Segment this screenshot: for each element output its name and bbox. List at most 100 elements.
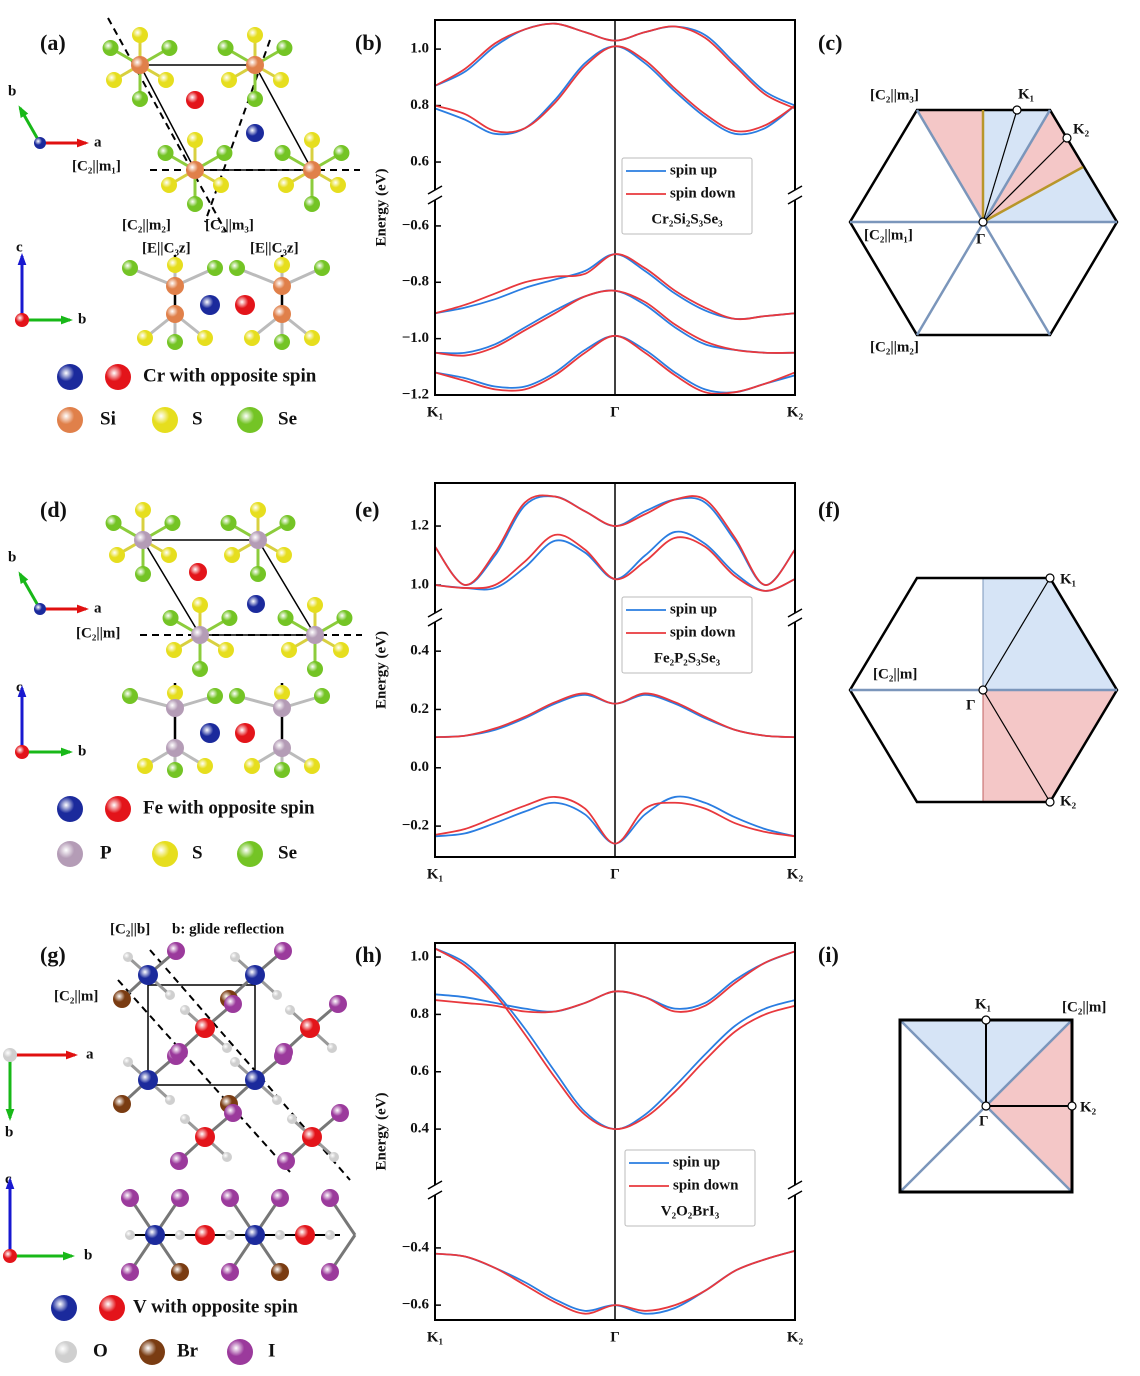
bz-label: K₂ <box>1073 121 1090 137</box>
atom <box>221 1189 239 1207</box>
symmetry-label: [C₂||m₃] <box>205 217 254 233</box>
atom <box>304 330 320 346</box>
panel-label: (e) <box>355 497 379 522</box>
atom <box>304 132 320 148</box>
atom <box>235 295 255 315</box>
atom <box>166 277 184 295</box>
atom <box>189 563 207 581</box>
atom <box>276 40 293 56</box>
atom <box>273 699 291 717</box>
axis-arrowhead <box>60 747 73 757</box>
atom <box>273 277 291 295</box>
atom <box>216 145 233 161</box>
atom <box>152 841 178 867</box>
bz-label: Γ <box>979 1113 989 1129</box>
bz-label: [C₂||m] <box>873 666 917 682</box>
band-line <box>435 796 795 845</box>
atom <box>137 758 153 774</box>
atom <box>157 72 174 88</box>
axis-break-mark <box>427 1190 443 1200</box>
atom <box>274 145 291 161</box>
axis-arrowhead <box>76 604 89 614</box>
panel-label: (d) <box>40 497 67 522</box>
atom <box>250 566 266 582</box>
atom <box>217 40 234 56</box>
atom <box>302 1127 322 1147</box>
atom <box>229 688 245 704</box>
atom <box>244 758 260 774</box>
atom <box>195 1018 215 1038</box>
atom <box>132 27 148 43</box>
legend-box <box>621 596 753 674</box>
symmetry-label: [C₂||m] <box>76 625 120 641</box>
y-axis-label: Energy (eV) <box>373 631 389 709</box>
legend-label: Si <box>100 408 116 429</box>
atom <box>274 942 292 960</box>
atom <box>279 515 296 531</box>
y-tick-label: −0.2 <box>402 818 429 834</box>
atom <box>321 1189 339 1207</box>
axis-break-mark <box>787 195 803 205</box>
atom <box>327 1043 337 1053</box>
legend-box <box>621 157 753 235</box>
symmetry-label: [E||C₃z] <box>142 240 191 256</box>
axis-break-gap <box>429 1185 441 1195</box>
guide-line <box>107 17 227 233</box>
plot-frame <box>434 482 796 858</box>
plot-frame <box>434 19 796 396</box>
formula-label: Cr₂Si₂S₃Se₃ <box>651 211 723 227</box>
atom <box>314 260 330 276</box>
atom <box>109 547 126 563</box>
atom <box>123 1057 133 1067</box>
legend-label: spin up <box>670 601 717 617</box>
atom <box>304 196 320 212</box>
atom <box>271 1189 289 1207</box>
atom <box>246 56 264 74</box>
axis-break-mark <box>787 1190 803 1200</box>
band-line <box>435 950 795 1014</box>
atom <box>229 260 245 276</box>
atom <box>121 1263 139 1281</box>
y-tick-label: −0.8 <box>402 274 429 290</box>
atom <box>105 515 122 531</box>
atom <box>3 1249 17 1263</box>
atom <box>272 990 282 1000</box>
atom <box>207 688 223 704</box>
axis-break-mark <box>787 1180 803 1190</box>
axis-label: b <box>78 311 86 327</box>
x-tick-label: K₂ <box>787 1329 804 1345</box>
atom <box>336 610 353 626</box>
axis-arrowhead <box>65 1050 78 1060</box>
atom <box>161 40 178 56</box>
brillouin-zone <box>898 1015 1077 1194</box>
symmetry-label: b: glide reflection <box>172 921 285 937</box>
axis-arrowhead <box>18 105 29 118</box>
band-line <box>435 22 795 110</box>
y-tick-label: 0.4 <box>410 643 429 659</box>
atom <box>57 364 83 390</box>
axis-arrowhead <box>17 253 27 266</box>
atom <box>307 661 323 677</box>
atom <box>224 1104 242 1122</box>
band-line <box>435 533 795 592</box>
legend-box <box>624 1149 756 1227</box>
atom <box>195 1127 215 1147</box>
atom <box>192 597 208 613</box>
legend-label: Br <box>177 1340 199 1361</box>
brillouin-zone <box>848 105 1119 337</box>
y-tick-label: 0.0 <box>410 759 429 775</box>
legend-label: Fe with opposite spin <box>143 797 315 818</box>
atom <box>123 952 133 962</box>
atom <box>212 177 229 193</box>
axis-break-mark <box>427 617 443 627</box>
x-tick-label: K₁ <box>427 1329 443 1345</box>
atom <box>307 597 323 613</box>
atom <box>245 1225 265 1245</box>
atom <box>191 626 209 644</box>
panel-label: (i) <box>818 942 839 967</box>
bz-label: [C₂||m₂] <box>870 339 919 355</box>
atom <box>220 515 237 531</box>
axis-label: b <box>78 743 86 759</box>
formula-label: Fe₂P₂S₃Se₃ <box>654 650 721 666</box>
atom <box>135 566 151 582</box>
